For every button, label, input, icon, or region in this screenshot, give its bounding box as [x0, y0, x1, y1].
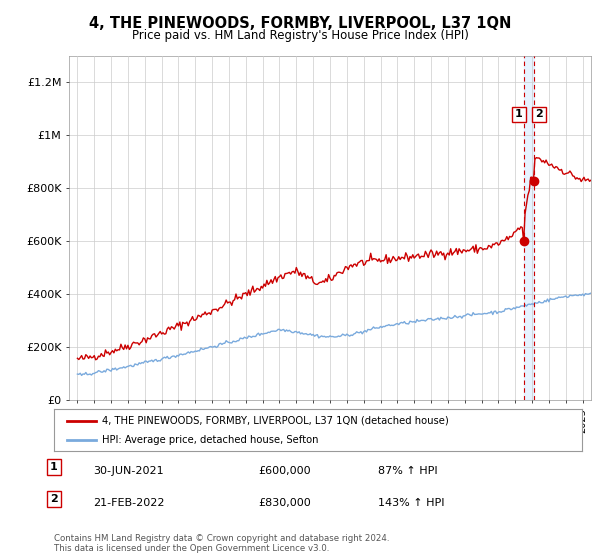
Bar	[524, 56, 534, 400]
Text: £830,000: £830,000	[258, 498, 311, 508]
Text: 4, THE PINEWOODS, FORMBY, LIVERPOOL, L37 1QN (detached house): 4, THE PINEWOODS, FORMBY, LIVERPOOL, L37…	[101, 416, 448, 426]
Text: 2: 2	[50, 494, 58, 504]
Text: 4, THE PINEWOODS, FORMBY, LIVERPOOL, L37 1QN: 4, THE PINEWOODS, FORMBY, LIVERPOOL, L37…	[89, 16, 511, 31]
Text: 2: 2	[535, 109, 543, 119]
Text: 87% ↑ HPI: 87% ↑ HPI	[378, 466, 437, 476]
Text: Price paid vs. HM Land Registry's House Price Index (HPI): Price paid vs. HM Land Registry's House …	[131, 29, 469, 42]
Text: 143% ↑ HPI: 143% ↑ HPI	[378, 498, 445, 508]
Text: £600,000: £600,000	[258, 466, 311, 476]
Text: 30-JUN-2021: 30-JUN-2021	[93, 466, 164, 476]
Text: 1: 1	[515, 109, 523, 119]
Text: 21-FEB-2022: 21-FEB-2022	[93, 498, 164, 508]
Text: HPI: Average price, detached house, Sefton: HPI: Average price, detached house, Seft…	[101, 435, 318, 445]
Text: 1: 1	[50, 462, 58, 472]
Text: Contains HM Land Registry data © Crown copyright and database right 2024.
This d: Contains HM Land Registry data © Crown c…	[54, 534, 389, 553]
